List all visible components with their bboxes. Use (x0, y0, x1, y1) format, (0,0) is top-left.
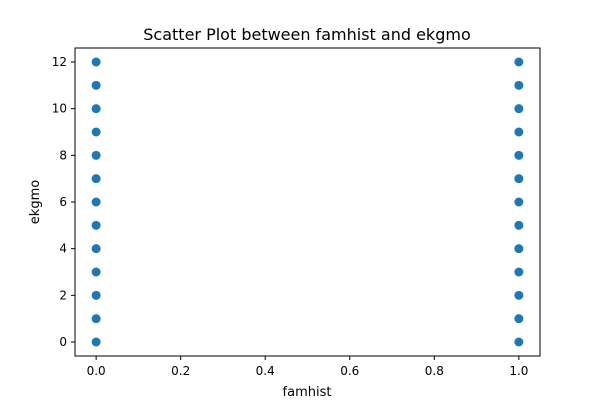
data-point (91, 337, 101, 347)
y-tick-label: 8 (59, 148, 67, 162)
data-point (91, 290, 101, 300)
x-tick-label: 0.6 (340, 364, 359, 378)
x-tick-label: 0.0 (87, 364, 106, 378)
data-point (514, 244, 524, 254)
data-point (514, 150, 524, 160)
data-point (91, 150, 101, 160)
x-axis: 0.0 0.2 0.4 0.6 0.8 1.0 (87, 356, 528, 378)
x-axis-label: famhist (283, 385, 332, 400)
y-axis-label: ekgmo (28, 180, 43, 224)
data-point (514, 80, 524, 90)
data-point (91, 244, 101, 254)
data-point (91, 127, 101, 137)
data-point (91, 104, 101, 114)
data-point (514, 174, 524, 184)
x-tick-label: 0.8 (425, 364, 444, 378)
data-point (514, 127, 524, 137)
data-point (514, 314, 524, 324)
y-tick-label: 4 (59, 242, 67, 256)
data-point (514, 337, 524, 347)
data-point (514, 290, 524, 300)
data-point (514, 267, 524, 277)
data-point (91, 267, 101, 277)
y-tick-label: 6 (59, 195, 67, 209)
x-tick-label: 0.4 (256, 364, 275, 378)
data-points (91, 57, 524, 347)
data-point (514, 57, 524, 67)
x-tick-label: 1.0 (509, 364, 528, 378)
plot-area (74, 47, 541, 357)
data-point (91, 80, 101, 90)
y-axis: 0 2 4 6 8 10 12 (52, 55, 75, 349)
y-tick-label: 2 (59, 288, 67, 302)
data-point (91, 220, 101, 230)
data-point (91, 314, 101, 324)
data-point (91, 57, 101, 67)
data-point (514, 197, 524, 207)
chart-title: Scatter Plot between famhist and ekgmo (143, 25, 470, 44)
data-point (91, 174, 101, 184)
data-point (91, 197, 101, 207)
y-tick-label: 0 (59, 335, 67, 349)
y-tick-label: 12 (52, 55, 67, 69)
data-point (514, 220, 524, 230)
y-tick-label: 10 (52, 102, 67, 116)
data-point (514, 104, 524, 114)
x-tick-label: 0.2 (171, 364, 190, 378)
